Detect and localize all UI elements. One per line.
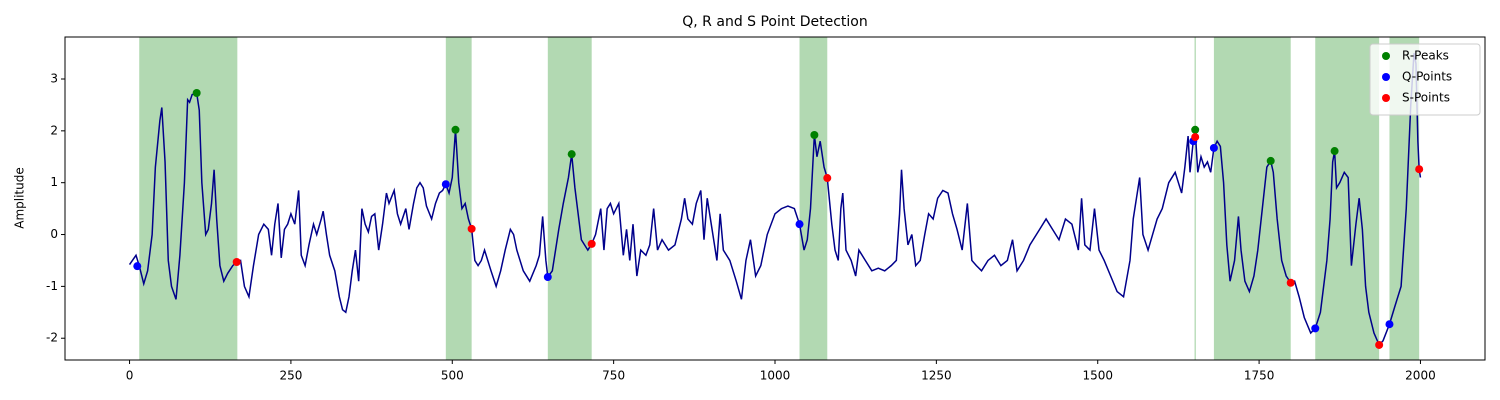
x-tick-label: 1750 bbox=[1244, 369, 1275, 383]
marker-point bbox=[467, 224, 476, 233]
y-tick-label: 0 bbox=[50, 227, 58, 241]
marker-point bbox=[451, 125, 460, 134]
marker-point bbox=[1209, 143, 1218, 152]
y-tick-label: 2 bbox=[50, 123, 58, 137]
marker-point bbox=[587, 239, 596, 248]
legend-label: S-Points bbox=[1402, 91, 1450, 105]
y-tick-label: 3 bbox=[50, 71, 58, 85]
y-tick-label: 1 bbox=[50, 175, 58, 189]
x-tick-label: 250 bbox=[279, 369, 302, 383]
x-tick-label: 1250 bbox=[921, 369, 952, 383]
marker-point bbox=[232, 258, 241, 267]
marker-point bbox=[1330, 147, 1339, 156]
x-tick-label: 500 bbox=[441, 369, 464, 383]
legend-label: R-Peaks bbox=[1402, 49, 1449, 63]
marker-point bbox=[567, 150, 576, 159]
signal-line bbox=[128, 52, 1422, 347]
y-tick-label: -1 bbox=[46, 279, 58, 293]
marker-point bbox=[795, 220, 804, 229]
legend-marker bbox=[1382, 73, 1390, 81]
x-tick-label: 1500 bbox=[1082, 369, 1113, 383]
marker-point bbox=[133, 262, 142, 271]
marker-point bbox=[1191, 125, 1200, 134]
marker-point bbox=[1385, 320, 1394, 329]
y-axis-label: Amplitude bbox=[13, 167, 27, 229]
marker-point bbox=[823, 174, 832, 183]
highlight-span bbox=[1194, 37, 1196, 360]
x-tick-label: 750 bbox=[602, 369, 625, 383]
marker-point bbox=[441, 180, 450, 189]
chart-title: Q, R and S Point Detection bbox=[682, 14, 867, 30]
x-tick-label: 0 bbox=[126, 369, 134, 383]
marker-point bbox=[810, 130, 819, 139]
highlight-span bbox=[445, 37, 472, 360]
highlight-span bbox=[139, 37, 238, 360]
highlight-span bbox=[547, 37, 592, 360]
legend-marker bbox=[1382, 52, 1390, 60]
highlight-span bbox=[1213, 37, 1291, 360]
marker-point bbox=[1415, 165, 1424, 174]
plot-frame bbox=[64, 36, 1486, 361]
marker-point bbox=[1266, 156, 1275, 165]
legend-marker bbox=[1382, 94, 1390, 102]
legend: R-Peaks Q-Points S-Points bbox=[1369, 43, 1481, 116]
x-tick-label: 2000 bbox=[1405, 369, 1436, 383]
marker-point bbox=[1311, 324, 1320, 333]
marker-point bbox=[1375, 340, 1384, 349]
marker-point bbox=[543, 273, 552, 282]
x-tick-label: 1000 bbox=[760, 369, 791, 383]
marker-point bbox=[1286, 278, 1295, 287]
legend-label: Q-Points bbox=[1402, 70, 1452, 84]
marker-point bbox=[1191, 133, 1200, 142]
marker-point bbox=[192, 88, 201, 97]
legend-box bbox=[1369, 43, 1481, 116]
highlight-span bbox=[799, 37, 828, 360]
y-tick-label: -2 bbox=[46, 331, 58, 345]
